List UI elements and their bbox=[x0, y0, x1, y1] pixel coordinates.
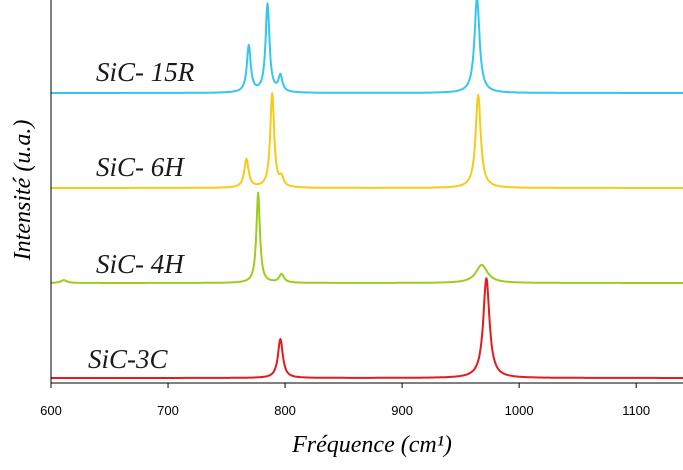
x-tick-label: 600 bbox=[40, 403, 62, 418]
plot-area bbox=[50, 0, 683, 379]
series-label: SiC- 4H bbox=[96, 249, 185, 279]
series-labels: SiC-3C SiC- 4H SiC- 6H SiC- 15R bbox=[88, 57, 195, 374]
x-tick-label: 1000 bbox=[505, 403, 534, 418]
x-tick-label: 1100 bbox=[622, 403, 650, 418]
series-label: SiC- 15R bbox=[96, 57, 195, 87]
x-tick-label: 800 bbox=[274, 403, 296, 418]
x-ticks: 600 700 800 900 1000 1100 bbox=[40, 383, 650, 418]
series-label: SiC- 6H bbox=[96, 152, 185, 182]
x-axis-title: Fréquence (cm¹) bbox=[291, 432, 452, 458]
x-tick-label: 700 bbox=[157, 403, 179, 418]
series-line-sic-4h bbox=[50, 191, 683, 284]
series-label: SiC-3C bbox=[88, 344, 169, 374]
x-tick-label: 900 bbox=[391, 403, 413, 418]
y-axis-title: Intensité (u.a.) bbox=[10, 120, 36, 262]
series-line-sic-15r bbox=[50, 0, 683, 94]
series-line-sic-6h bbox=[50, 92, 683, 189]
series-line-sic-3c bbox=[50, 277, 683, 379]
